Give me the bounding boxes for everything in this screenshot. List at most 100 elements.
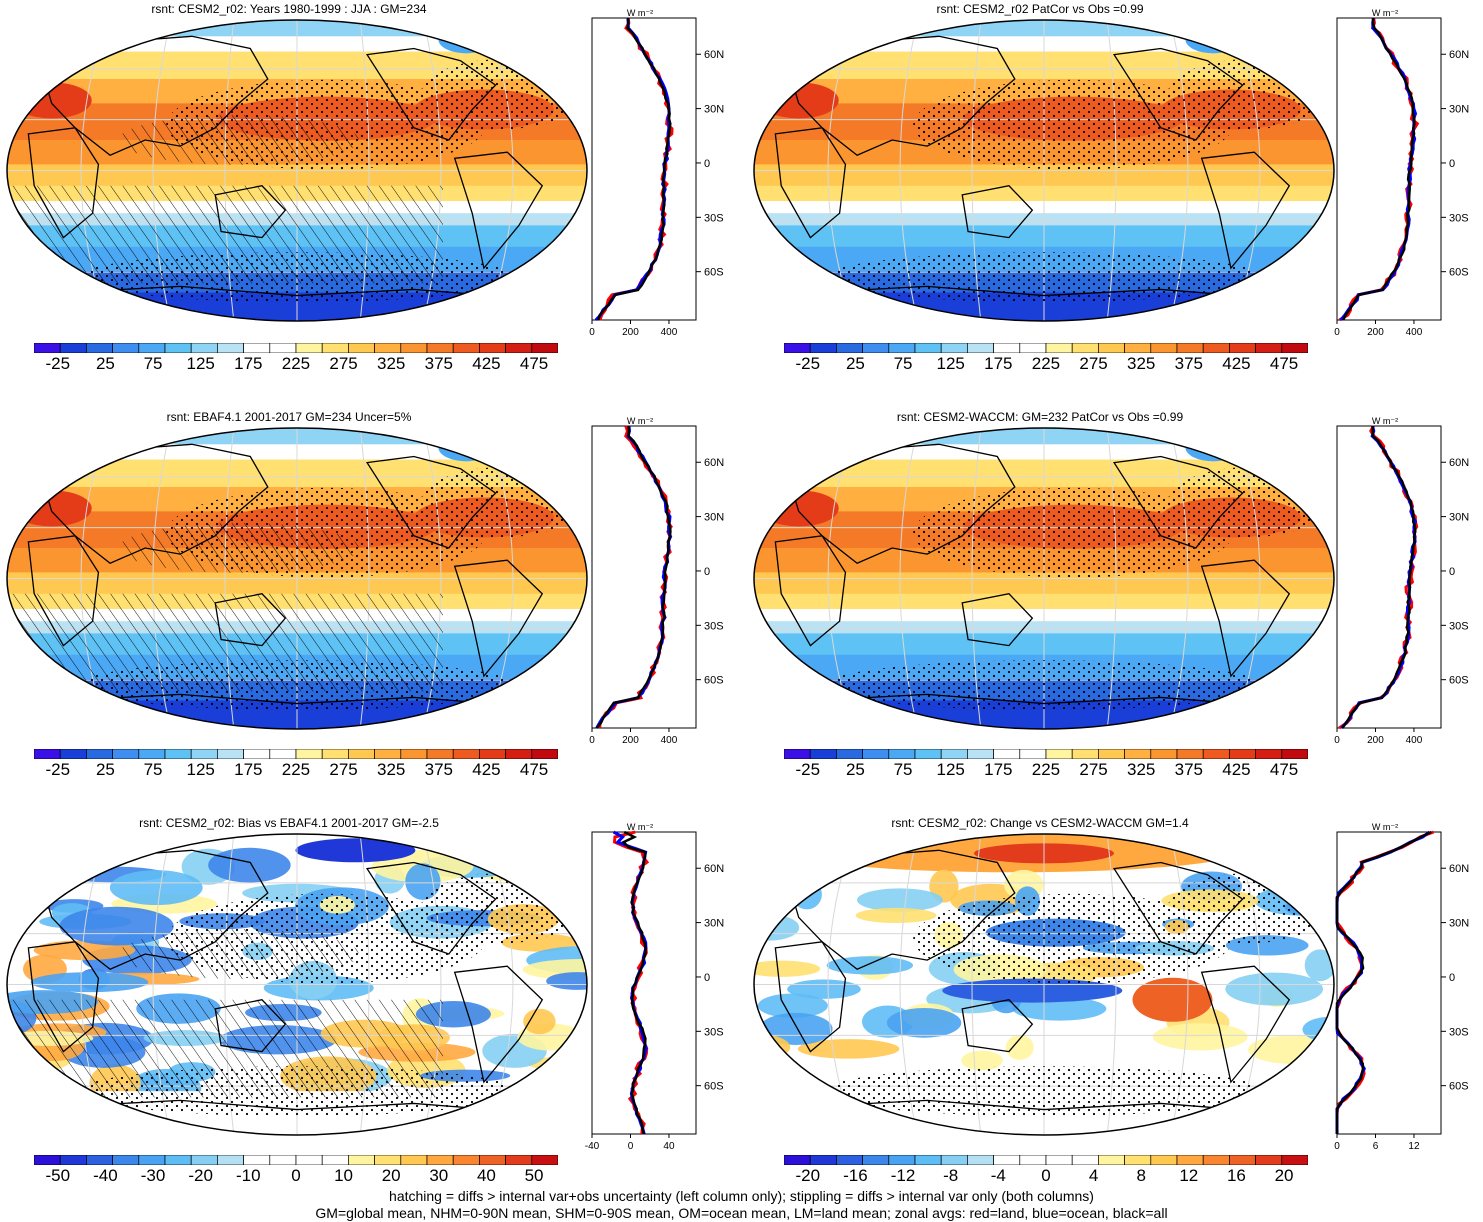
zonal-all-line (595, 425, 672, 729)
colorbar (33, 1154, 559, 1166)
zonal-lat-label: 0 (1449, 158, 1455, 170)
colorbar-swatch (1202, 748, 1230, 760)
colorbar-swatch (1281, 342, 1309, 354)
colorbar-swatch (967, 1154, 994, 1166)
zonal-x-tick-label: 200 (1367, 735, 1384, 746)
colorbar-swatch (33, 748, 61, 760)
colorbar-swatch (86, 748, 113, 760)
colorbar-label: -20 (188, 1166, 213, 1185)
colorbar-label: 425 (472, 760, 501, 779)
colorbar-swatch (1150, 342, 1178, 354)
colorbar-swatch (836, 748, 863, 760)
colorbar-swatch (531, 342, 559, 354)
colorbar-swatch (86, 1154, 113, 1166)
colorbar-label: 325 (1127, 760, 1156, 779)
colorbar-swatch (59, 748, 87, 760)
zonal-unit-label: W m⁻² (1372, 416, 1398, 426)
zonal-mean-container: W m⁻² 60N 30N 0 30S 60S 0 200 400 (575, 414, 725, 769)
colorbar-swatch (112, 1154, 140, 1166)
colorbar-swatch (321, 342, 349, 354)
zonal-land-line (1338, 17, 1420, 322)
zonal-lat-label: 30S (704, 620, 724, 632)
panel-title: rsnt: EBAF4.1 2001-2017 GM=234 Uncer=5% (166, 410, 412, 424)
colorbar-container (33, 1152, 559, 1170)
colorbar (33, 748, 559, 760)
colorbar-label: 225 (281, 354, 311, 373)
colorbar-swatch (269, 342, 297, 354)
colorbar-label: 75 (893, 760, 913, 779)
colorbar-swatch (112, 748, 140, 760)
colorbar-swatch (400, 342, 428, 354)
colorbar-swatch (1255, 342, 1283, 354)
colorbar-swatch (531, 1154, 559, 1166)
colorbar-label: 125 (186, 760, 215, 779)
colorbar-label: -25 (795, 760, 821, 779)
colorbar-swatch (888, 1154, 916, 1166)
colorbar-swatch (1098, 748, 1125, 760)
zonal-x-tick-label: 200 (622, 327, 639, 338)
map-container (5, 832, 589, 1137)
zonal-lat-label: 30N (1449, 104, 1469, 116)
zonal-lat-label: 60N (1449, 49, 1469, 61)
colorbar-container (783, 340, 1309, 358)
zonal-all-line (1341, 426, 1417, 729)
colorbar-label: -40 (93, 1166, 118, 1185)
zonal-mean-plot: W m⁻² 60N 30N 0 30S 60S 0 6 12 (1334, 822, 1469, 1152)
colorbar-swatch (164, 1154, 192, 1166)
colorbar-label: 125 (936, 354, 965, 373)
colorbar-label: 25 (95, 760, 115, 779)
zonal-mean-container: W m⁻² 60N 30N 0 30S 60S -40 0 40 (575, 820, 725, 1175)
colorbar-label: 75 (143, 760, 163, 779)
global-map (6, 427, 588, 730)
colorbar-swatch (888, 342, 916, 354)
colorbar-label: 425 (1222, 760, 1251, 779)
zonal-land-line (1335, 830, 1435, 1134)
zonal-x-tick-label: 0 (1334, 1141, 1340, 1152)
colorbar-swatch (993, 342, 1021, 354)
colorbar-label: 25 (95, 354, 115, 373)
colorbar-label: 0 (291, 1166, 301, 1185)
colorbar-swatch (295, 1154, 323, 1166)
colorbar-swatch (1150, 1154, 1178, 1166)
colorbar-label: -25 (45, 354, 71, 373)
colorbar-swatch (1071, 342, 1099, 354)
zonal-ocean-line (594, 17, 671, 322)
colorbar-swatch (1202, 342, 1230, 354)
zonal-land-line (598, 17, 674, 321)
zonal-lat-label: 60N (1449, 457, 1469, 469)
colorbar-labels: -25 25 75 125 175 225 275 325 375 425 475 (34, 354, 558, 374)
colorbar-swatch (1098, 1154, 1125, 1166)
zonal-unit-label: W m⁻² (627, 416, 653, 426)
zonal-all-line (1335, 830, 1432, 1134)
zonal-all-line (1341, 18, 1416, 321)
colorbar-label: 8 (1136, 1166, 1146, 1185)
footer-line-2: GM=global mean, NHM=0-90N mean, SHM=0-90… (315, 1205, 1168, 1221)
colorbar-label: 225 (1031, 354, 1061, 373)
zonal-mean-plot: W m⁻² 60N 30N 0 30S 60S -40 0 40 (585, 822, 724, 1152)
zonal-land-line (612, 830, 650, 1135)
colorbar (783, 342, 1309, 354)
colorbar-swatch (993, 748, 1021, 760)
zonal-lat-label: 30N (704, 512, 724, 524)
colorbar-swatch (1124, 1154, 1152, 1166)
colorbar-swatch (862, 748, 890, 760)
colorbar-label: 375 (424, 354, 453, 373)
zonal-mean-plot: W m⁻² 60N 30N 0 30S 60S 0 200 400 (589, 8, 724, 338)
colorbar-swatch (59, 1154, 87, 1166)
zonal-lat-label: 30N (1449, 512, 1469, 524)
zonal-x-tick-label: 200 (1367, 327, 1384, 338)
zonal-lat-label: 30N (1449, 918, 1469, 930)
colorbar-container (33, 340, 559, 358)
colorbar-label: 10 (334, 1166, 354, 1185)
zonal-x-tick-label: 40 (663, 1141, 675, 1152)
colorbar-labels: -50 -40 -30 -20 -10 0 10 20 30 40 50 (34, 1166, 558, 1186)
colorbar-swatch (321, 1154, 349, 1166)
colorbar-swatch (348, 1154, 375, 1166)
colorbar-swatch (914, 748, 942, 760)
colorbar-label: 475 (519, 760, 549, 779)
colorbar-swatch (138, 342, 166, 354)
colorbar-swatch (452, 342, 480, 354)
zonal-mean-container: W m⁻² 60N 30N 0 30S 60S 0 200 400 (1320, 414, 1470, 769)
colorbar-swatch (1071, 748, 1099, 760)
colorbar-label: 325 (377, 354, 406, 373)
